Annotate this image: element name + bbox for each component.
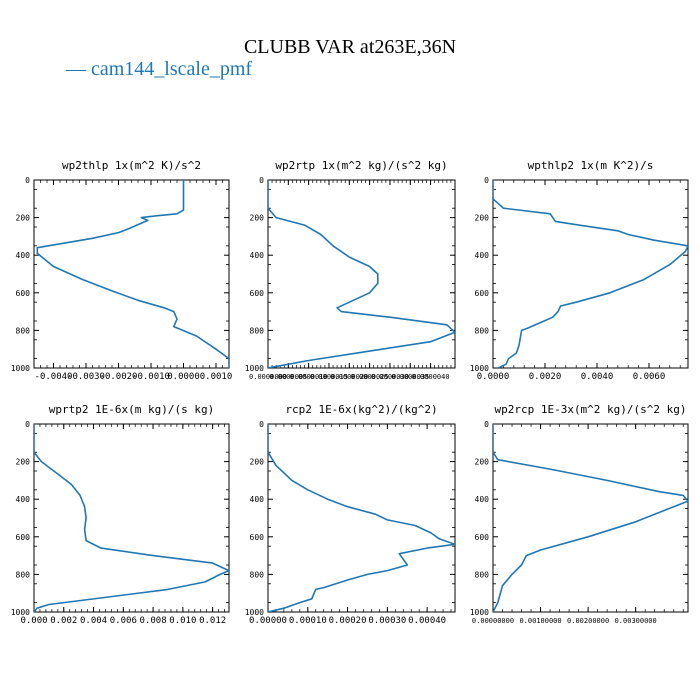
y-tick-label: 200	[475, 458, 490, 467]
series-line	[34, 424, 229, 612]
x-tick-label: 0.0040	[581, 372, 614, 382]
x-tick-label: 0.010	[169, 616, 196, 626]
page-title: CLUBB VAR at263E,36N	[243, 36, 457, 58]
plot-title: wprtp2 1E-6x(m kg)/(s kg)	[49, 403, 215, 416]
x-tick-label: 0.0000035	[391, 373, 429, 381]
x-tick-label: 0.000	[20, 616, 47, 626]
y-tick-label: 800	[16, 570, 31, 579]
x-tick-label: -0.0040	[35, 372, 73, 382]
x-tick-label: -0.0010	[132, 372, 170, 382]
y-tick-label: 0	[484, 420, 489, 429]
x-tick-label: 0.0000015	[310, 373, 348, 381]
y-tick-label: 200	[16, 214, 31, 223]
x-tick-label: 0.00040	[408, 616, 446, 626]
y-tick-label: 600	[250, 289, 265, 298]
y-tick-label: 600	[16, 289, 31, 298]
y-tick-label: 200	[250, 214, 265, 223]
y-tick-label: 400	[16, 251, 31, 260]
y-tick-label: 400	[475, 495, 490, 504]
y-tick-label: 0	[259, 420, 264, 429]
series-line	[493, 424, 688, 612]
y-tick-label: 0	[25, 176, 30, 185]
plot-frame	[267, 179, 456, 369]
x-tick-label: 0.0060	[633, 372, 666, 382]
x-tick-label: 0.00300000	[615, 617, 657, 625]
x-tick-label: 0.0000025	[351, 373, 389, 381]
y-tick-label: 1000	[11, 364, 30, 373]
x-tick-label: 0.0020	[529, 372, 562, 382]
x-tick-label: 0.0000000	[249, 373, 287, 381]
x-tick-label: 0.004	[80, 616, 107, 626]
x-tick-label: 0.0000005	[269, 373, 307, 381]
x-tick-label: 0.00020	[329, 616, 367, 626]
plot-frame	[492, 423, 689, 613]
y-tick-label: 1000	[245, 364, 264, 373]
x-tick-label: -0.0030	[67, 372, 105, 382]
x-tick-label: 0.00000000	[472, 617, 514, 625]
legend-line: —	[66, 58, 86, 80]
y-tick-label: 400	[250, 251, 265, 260]
series-line	[36, 180, 229, 368]
series-line	[268, 424, 455, 612]
x-tick-label: 0.0010	[200, 372, 233, 382]
y-tick-label: 600	[475, 289, 490, 298]
legend-label: cam144_lscale_pmf	[91, 58, 253, 80]
plot-title: rcp2 1E-6x(kg^2)/(kg^2)	[285, 403, 437, 416]
x-tick-label: 0.002	[50, 616, 77, 626]
series-line	[493, 180, 688, 368]
plot-frame	[267, 423, 456, 613]
plot-title: wp2thlp 1x(m^2 K)/s^2	[62, 159, 201, 172]
y-tick-label: 600	[250, 533, 265, 542]
y-tick-label: 200	[16, 458, 31, 467]
series-line	[268, 180, 455, 368]
x-tick-label: 0.0000040	[412, 373, 450, 381]
y-tick-label: 0	[259, 176, 264, 185]
x-tick-label: 0.0000010	[290, 373, 328, 381]
plot-title: wpthlp2 1x(m K^2)/s	[528, 159, 654, 172]
y-tick-label: 1000	[245, 608, 264, 617]
y-tick-label: 600	[16, 533, 31, 542]
x-tick-label: 0.012	[199, 616, 226, 626]
y-tick-label: 0	[25, 420, 30, 429]
y-tick-label: 1000	[11, 608, 30, 617]
plot-frame	[33, 423, 230, 613]
y-tick-label: 400	[250, 495, 265, 504]
y-tick-label: 800	[475, 326, 490, 335]
x-tick-label: 0.0000	[477, 372, 510, 382]
x-tick-label: -0.0020	[100, 372, 138, 382]
x-tick-label: 0.0000030	[371, 373, 409, 381]
y-tick-label: 800	[250, 570, 265, 579]
plot-title: wp2rtp 1x(m^2 kg)/(s^2 kg)	[275, 159, 447, 172]
x-tick-label: 0.00010	[289, 616, 327, 626]
plot-frame	[33, 179, 230, 369]
x-tick-label: 0.00200000	[567, 617, 609, 625]
y-tick-label: 0	[484, 176, 489, 185]
x-tick-label: 0.008	[140, 616, 167, 626]
x-tick-label: 0.00030	[368, 616, 406, 626]
y-tick-label: 200	[475, 214, 490, 223]
x-tick-label: 0.00100000	[519, 617, 561, 625]
y-tick-label: 600	[475, 533, 490, 542]
x-tick-label: 0.0000020	[330, 373, 368, 381]
plot-title: wp2rcp 1E-3x(m^2 kg)/(s^2 kg)	[494, 403, 686, 416]
y-tick-label: 800	[250, 326, 265, 335]
y-tick-label: 1000	[470, 608, 489, 617]
legend: — cam144_lscale_pmf	[66, 58, 252, 81]
y-tick-label: 400	[475, 251, 490, 260]
y-tick-label: 400	[16, 495, 31, 504]
y-tick-label: 1000	[470, 364, 489, 373]
x-tick-label: 0.0000	[167, 372, 200, 382]
y-tick-label: 800	[16, 326, 31, 335]
y-tick-label: 800	[475, 570, 490, 579]
x-tick-label: 0.00000	[249, 616, 287, 626]
plot-frame	[492, 179, 689, 369]
y-tick-label: 200	[250, 458, 265, 467]
x-tick-label: 0.006	[110, 616, 137, 626]
